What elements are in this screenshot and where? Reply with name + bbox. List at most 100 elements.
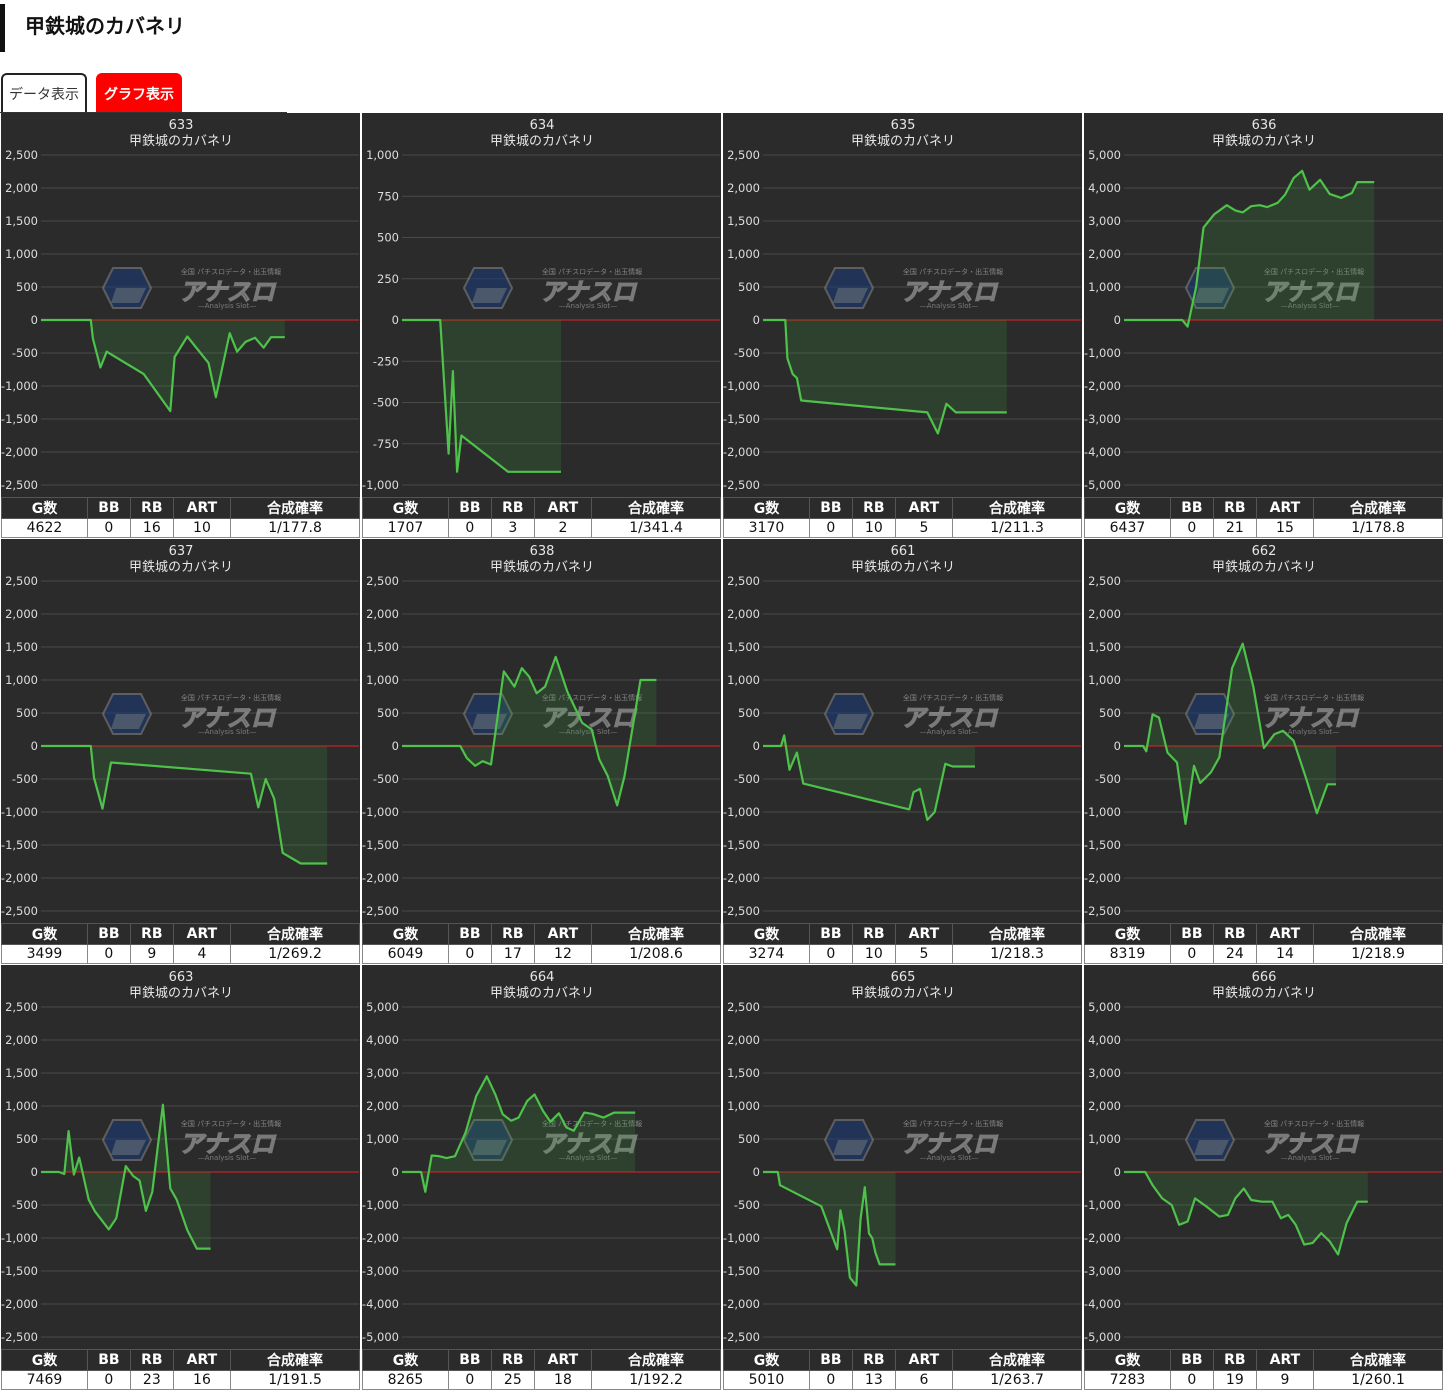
stats-header: G数 bbox=[1, 497, 88, 519]
stats-value: 3274 bbox=[723, 944, 810, 964]
y-tick-label: -1,000 bbox=[362, 805, 399, 819]
stats-header: G数 bbox=[1, 1349, 88, 1371]
y-tick-label: 1,500 bbox=[366, 640, 399, 654]
stats-value: 1/192.2 bbox=[591, 1370, 721, 1390]
watermark-main-text: アナスロ bbox=[1262, 704, 1360, 732]
y-tick-label: -2,500 bbox=[723, 478, 760, 492]
y-tick-label: 2,500 bbox=[5, 574, 38, 588]
slump-line bbox=[41, 1103, 211, 1250]
stats-header: 合成確率 bbox=[1313, 1349, 1443, 1371]
y-tick-label: -2,500 bbox=[723, 1330, 760, 1344]
y-tick-label: -2,000 bbox=[723, 871, 760, 885]
machine-chart: 633 甲鉄城のカバネリ 2,500 2,000 1,500 1,000 500 0 -500 -… bbox=[1, 113, 360, 497]
stats-value: 1/218.3 bbox=[952, 944, 1082, 964]
stats-header: G数 bbox=[362, 497, 449, 519]
stats-value: 3 bbox=[490, 518, 535, 538]
y-tick-label: -5,000 bbox=[1084, 1330, 1121, 1344]
stats-header: RB bbox=[129, 1349, 174, 1371]
stats-header: BB bbox=[447, 923, 492, 945]
slump-line bbox=[763, 1170, 896, 1287]
machine-name: 甲鉄城のカバネリ bbox=[129, 560, 233, 575]
watermark-top-text: 全国 パチスロデータ・出玉情報 bbox=[903, 267, 1003, 276]
watermark-sub-text: —Analysis Slot— bbox=[198, 302, 256, 310]
y-tick-label: 2,000 bbox=[727, 181, 760, 195]
y-tick-label: 500 bbox=[377, 231, 399, 245]
stats-value: 21 bbox=[1212, 518, 1257, 538]
stats-value: 0 bbox=[86, 518, 131, 538]
stats-value: 17 bbox=[490, 944, 535, 964]
stats-header: RB bbox=[1212, 497, 1257, 519]
y-tick-label: -1,000 bbox=[362, 478, 399, 492]
stats-header: BB bbox=[1169, 923, 1214, 945]
y-tick-label: 3,000 bbox=[1088, 1066, 1121, 1080]
y-tick-label: 1,500 bbox=[5, 214, 38, 228]
stats-value: 16 bbox=[172, 1370, 232, 1390]
tab-graph-view[interactable]: グラフ表示 bbox=[96, 73, 182, 113]
machine-stats-table: G数 BB RB ART 合成確率 3499 0 9 4 1/269.2 bbox=[1, 923, 360, 964]
y-tick-label: -1,000 bbox=[723, 1231, 760, 1245]
y-tick-label: 0 bbox=[31, 739, 38, 753]
stats-header: 合成確率 bbox=[1313, 497, 1443, 519]
tab-data-view[interactable]: データ表示 bbox=[1, 73, 87, 113]
stats-header: G数 bbox=[723, 497, 810, 519]
stats-header: G数 bbox=[723, 1349, 810, 1371]
machine-name: 甲鉄城のカバネリ bbox=[129, 986, 233, 1001]
stats-value: 0 bbox=[447, 944, 492, 964]
stats-header: BB bbox=[86, 497, 131, 519]
stats-value: 14 bbox=[1255, 944, 1315, 964]
y-tick-label: 0 bbox=[392, 313, 399, 327]
stats-value: 3499 bbox=[1, 944, 88, 964]
y-tick-label: 0 bbox=[1114, 739, 1121, 753]
watermark-main-text: アナスロ bbox=[901, 278, 999, 306]
machine-panel: 665 甲鉄城のカバネリ 2,500 2,000 1,500 1,000 500 0 -500 -… bbox=[723, 965, 1082, 1390]
stats-header: RB bbox=[851, 497, 896, 519]
watermark-main-text: アナスロ bbox=[179, 278, 277, 306]
y-tick-label: 1,500 bbox=[1088, 640, 1121, 654]
y-tick-label: 5,000 bbox=[1088, 148, 1121, 162]
y-tick-label: 1,000 bbox=[5, 1099, 38, 1113]
machine-number: 637 bbox=[169, 544, 194, 559]
slump-area bbox=[1124, 170, 1375, 327]
machine-stats-table: G数 BB RB ART 合成確率 7469 0 23 16 1/191.5 bbox=[1, 1349, 360, 1390]
machine-name: 甲鉄城のカバネリ bbox=[851, 986, 955, 1001]
y-tick-label: 1,000 bbox=[1088, 1132, 1121, 1146]
machine-stats-table: G数 BB RB ART 合成確率 8319 0 24 14 1/218.9 bbox=[1084, 923, 1443, 964]
watermark-sub-text: —Analysis Slot— bbox=[198, 728, 256, 736]
machine-panel: 662 甲鉄城のカバネリ 2,500 2,000 1,500 1,000 500 0 -500 -… bbox=[1084, 539, 1443, 964]
y-tick-label: -3,000 bbox=[362, 1264, 399, 1278]
stats-header: ART bbox=[1255, 923, 1315, 945]
y-tick-label: 500 bbox=[377, 706, 399, 720]
machine-panel: 664 甲鉄城のカバネリ 5,000 4,000 3,000 2,000 1,000 0 -1,… bbox=[362, 965, 721, 1390]
y-tick-label: -1,000 bbox=[1, 805, 38, 819]
stats-value: 24 bbox=[1212, 944, 1257, 964]
y-tick-label: -1,000 bbox=[1084, 805, 1121, 819]
stats-value: 0 bbox=[447, 1370, 492, 1390]
machine-stats-table: G数 BB RB ART 合成確率 6437 0 21 15 1/178.8 bbox=[1084, 497, 1443, 538]
machine-chart: 661 甲鉄城のカバネリ 2,500 2,000 1,500 1,000 500 0 -500 -… bbox=[723, 539, 1082, 923]
watermark-main-text: アナスロ bbox=[179, 1130, 277, 1158]
machine-chart: 664 甲鉄城のカバネリ 5,000 4,000 3,000 2,000 1,000 0 -1,… bbox=[362, 965, 721, 1349]
stats-header: RB bbox=[129, 923, 174, 945]
y-tick-label: 3,000 bbox=[366, 1066, 399, 1080]
tab-underline bbox=[0, 112, 287, 113]
stats-value: 1/341.4 bbox=[591, 518, 721, 538]
y-tick-label: 0 bbox=[753, 739, 760, 753]
stats-header: ART bbox=[172, 1349, 232, 1371]
slump-area bbox=[402, 320, 561, 472]
machine-panel: 637 甲鉄城のカバネリ 2,500 2,000 1,500 1,000 500 0 -500 -… bbox=[1, 539, 360, 964]
machine-chart: 638 甲鉄城のカバネリ 2,500 2,000 1,500 1,000 500 0 -500 -… bbox=[362, 539, 721, 923]
y-tick-label: 2,500 bbox=[1088, 574, 1121, 588]
stats-header: BB bbox=[1169, 1349, 1214, 1371]
machine-number: 661 bbox=[891, 544, 916, 559]
y-tick-label: 2,500 bbox=[5, 1000, 38, 1014]
machine-panel: 638 甲鉄城のカバネリ 2,500 2,000 1,500 1,000 500 0 -500 -… bbox=[362, 539, 721, 964]
machine-number: 664 bbox=[530, 970, 555, 985]
machine-number: 635 bbox=[891, 118, 916, 133]
slump-area bbox=[1124, 1172, 1368, 1255]
watermark-top-text: 全国 パチスロデータ・出玉情報 bbox=[542, 267, 642, 276]
watermark-top-text: 全国 パチスロデータ・出玉情報 bbox=[181, 267, 281, 276]
watermark-sub-text: —Analysis Slot— bbox=[1281, 728, 1339, 736]
